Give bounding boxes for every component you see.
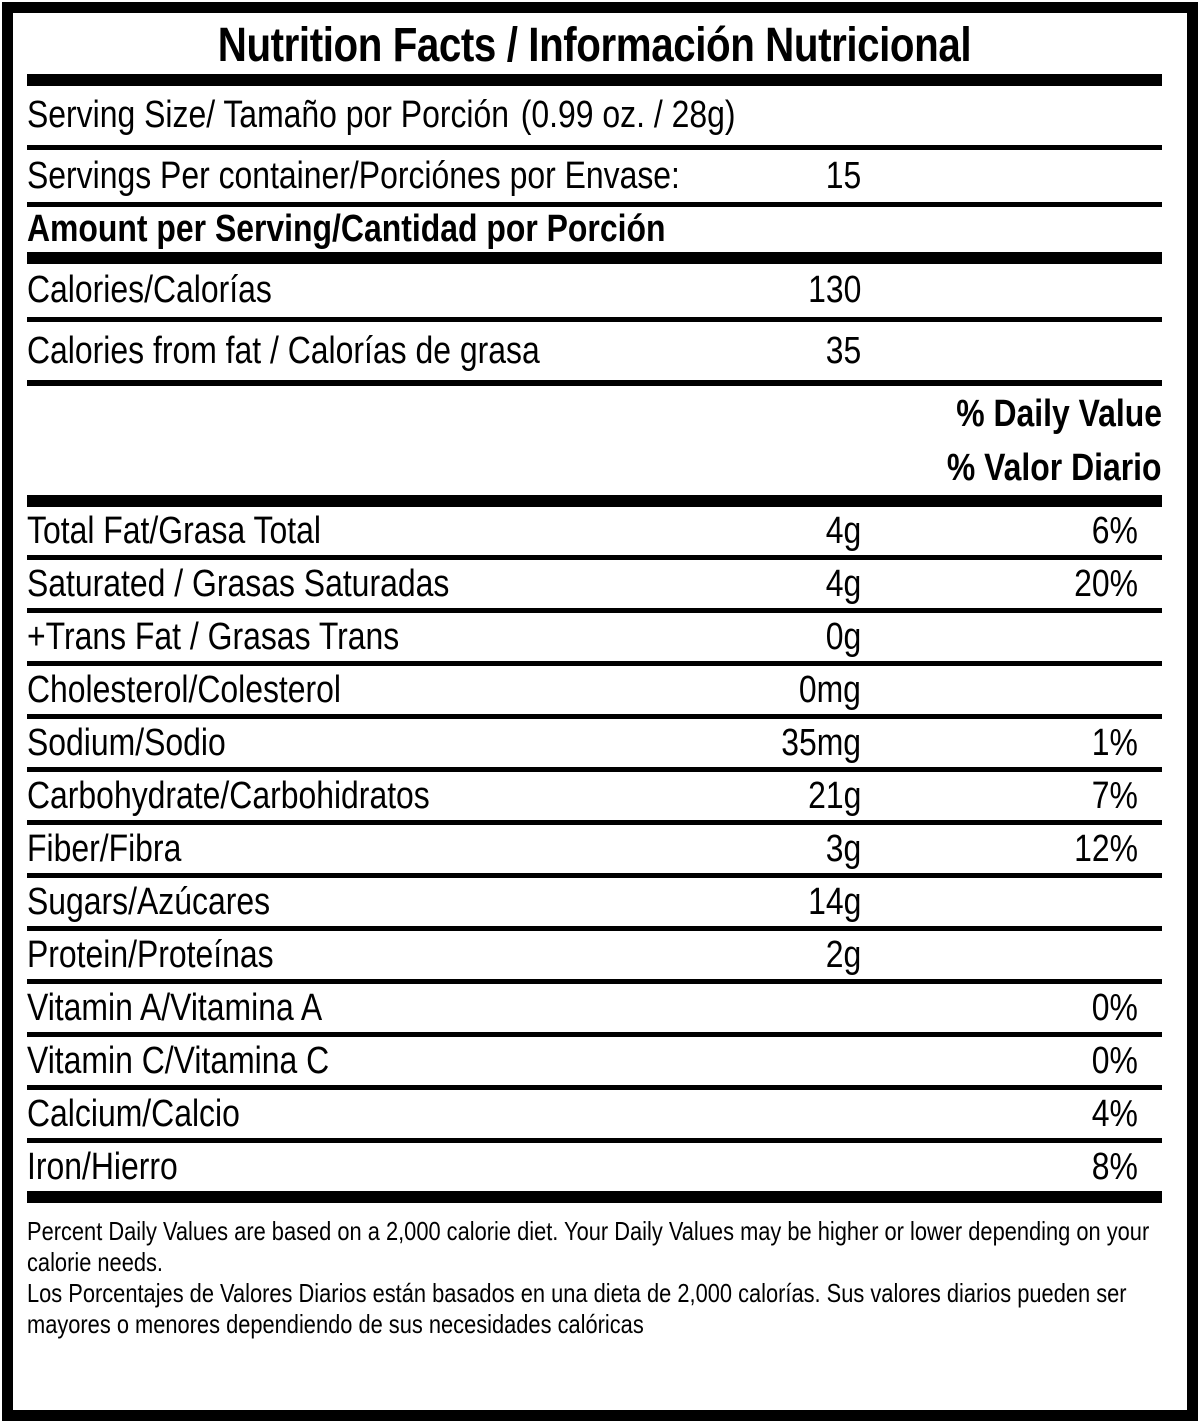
nutrient-label: Protein/Proteínas <box>27 934 274 976</box>
nutrient-amount: 4g <box>825 563 861 605</box>
row-carbohydrate: Carbohydrate/Carbohidratos 21g 7% <box>27 772 1162 820</box>
row-saturated-fat: Saturated / Grasas Saturadas 4g 20% <box>27 560 1162 608</box>
row-fiber: Fiber/Fibra 3g 12% <box>27 825 1162 873</box>
thin-rule <box>27 145 1162 150</box>
thin-rule <box>27 608 1162 613</box>
thin-rule <box>27 1085 1162 1090</box>
nutrient-label: Fiber/Fibra <box>27 828 182 870</box>
nutrient-amount: 0g <box>825 616 861 658</box>
nutrient-label: Sugars/Azúcares <box>27 881 271 923</box>
thin-rule <box>27 873 1162 878</box>
row-serving-size: Serving Size/ Tamaño por Porción (0.99 oz… <box>27 86 1162 145</box>
calories-amount: 130 <box>807 269 861 311</box>
row-sugars: Sugars/Azúcares 14g <box>27 878 1162 926</box>
thin-rule <box>27 661 1162 666</box>
thin-rule <box>27 202 1162 207</box>
nutrient-amount: 21g <box>807 775 861 817</box>
nutrient-dv: 0% <box>1091 1040 1138 1082</box>
row-trans-fat: +Trans Fat / Grasas Trans 0g <box>27 613 1162 661</box>
thin-rule <box>27 1138 1162 1143</box>
nutrient-amount: 35mg <box>781 722 861 764</box>
nutrient-amount: 14g <box>807 881 861 923</box>
thick-rule <box>27 1191 1162 1203</box>
nutrient-label: Cholesterol/Colesterol <box>27 669 342 711</box>
nutrient-amount: 3g <box>825 828 861 870</box>
servings-per-container-label: Servings Per container/Porciónes por Env… <box>27 155 680 197</box>
thin-rule <box>27 380 1162 386</box>
row-calories: Calories/Calorías 130 <box>27 264 1162 317</box>
row-calcium: Calcium/Calcio 4% <box>27 1090 1162 1138</box>
thin-rule <box>27 555 1162 560</box>
nutrient-dv: 20% <box>1074 563 1138 605</box>
amount-per-serving-header-text: Amount per Serving/Cantidad por Porción <box>27 208 666 250</box>
row-iron: Iron/Hierro 8% <box>27 1143 1162 1191</box>
nutrient-dv: 6% <box>1091 510 1138 552</box>
nutrient-dv: 1% <box>1091 722 1138 764</box>
thick-rule <box>27 74 1162 86</box>
thin-rule <box>27 714 1162 719</box>
row-vitamin-a: Vitamin A/Vitamina A 0% <box>27 984 1162 1032</box>
thin-rule <box>27 317 1162 322</box>
nutrient-label: Total Fat/Grasa Total <box>27 510 321 552</box>
row-total-fat: Total Fat/Grasa Total 4g 6% <box>27 507 1162 555</box>
nutrient-label: Vitamin A/Vitamina A <box>27 987 323 1029</box>
thin-rule <box>27 979 1162 984</box>
thick-rule <box>27 252 1162 264</box>
nutrient-dv: 4% <box>1091 1093 1138 1135</box>
row-vitamin-c: Vitamin C/Vitamina C 0% <box>27 1037 1162 1085</box>
daily-value-header-en: % Daily Value <box>956 392 1162 435</box>
footnote-en: Percent Daily Values are based on a 2,00… <box>27 1216 1150 1277</box>
nutrient-amount: 2g <box>825 934 861 976</box>
row-calories-from-fat: Calories from fat / Calorías de grasa 35 <box>27 322 1162 380</box>
nutrient-dv: 8% <box>1091 1146 1138 1188</box>
nutrient-dv: 7% <box>1091 775 1138 817</box>
row-sodium: Sodium/Sodio 35mg 1% <box>27 719 1162 767</box>
row-cholesterol: Cholesterol/Colesterol 0mg <box>27 666 1162 714</box>
serving-size-value: (0.99 oz. / 28g) <box>520 94 736 136</box>
calories-label: Calories/Calorías <box>27 269 272 311</box>
footnote-es: Los Porcentajes de Valores Diarios están… <box>27 1278 1127 1339</box>
servings-per-container-amount: 15 <box>825 155 861 197</box>
daily-value-header-es: % Valor Diario <box>947 446 1162 489</box>
row-amount-per-serving-header: Amount per Serving/Cantidad por Porción <box>27 207 1162 252</box>
daily-value-header: % Daily Value % Valor Diario <box>27 386 1162 495</box>
nutrient-label: Vitamin C/Vitamina C <box>27 1040 330 1082</box>
nutrient-label: Iron/Hierro <box>27 1146 178 1188</box>
label-title: Nutrition Facts / Información Nutriciona… <box>27 13 1162 74</box>
row-servings-per-container: Servings Per container/Porciónes por Env… <box>27 150 1162 202</box>
nutrient-amount: 0mg <box>798 669 861 711</box>
row-protein: Protein/Proteínas 2g <box>27 931 1162 979</box>
nutrient-dv: 0% <box>1091 987 1138 1029</box>
thin-rule <box>27 926 1162 931</box>
serving-size-label: Serving Size/ Tamaño por Porción <box>27 94 510 136</box>
thin-rule <box>27 767 1162 772</box>
footnote: Percent Daily Values are based on a 2,00… <box>27 1203 1162 1340</box>
thin-rule <box>27 1032 1162 1037</box>
calories-from-fat-label: Calories from fat / Calorías de grasa <box>27 330 540 372</box>
nutrient-dv: 12% <box>1074 828 1138 870</box>
thin-rule <box>27 820 1162 825</box>
nutrient-label: Calcium/Calcio <box>27 1093 240 1135</box>
nutrient-label: Saturated / Grasas Saturadas <box>27 563 450 605</box>
nutrient-label: Sodium/Sodio <box>27 722 226 764</box>
nutrient-label: +Trans Fat / Grasas Trans <box>27 616 400 658</box>
calories-from-fat-amount: 35 <box>825 330 861 372</box>
label-title-text: Nutrition Facts / Información Nutriciona… <box>217 19 972 72</box>
thick-rule <box>27 495 1162 507</box>
nutrient-amount: 4g <box>825 510 861 552</box>
nutrient-label: Carbohydrate/Carbohidratos <box>27 775 430 817</box>
